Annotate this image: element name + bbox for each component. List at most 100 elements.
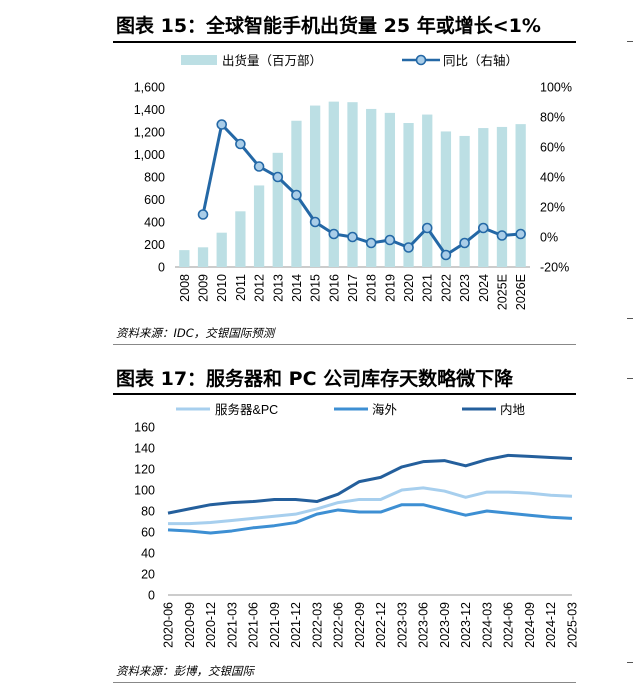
chart2-y-tick-label: 80 [141,505,155,519]
chart1-yoy-point [365,237,377,249]
chart1-bar [515,124,526,267]
chart2-x-tick-label: 2022-09 [353,602,367,648]
chart1-x-tick-label: 2024 [477,274,491,302]
chart2-series-line [167,503,573,535]
chart1-title: 图表 15：全球智能手机出货量 25 年或增长<1% [116,15,541,37]
chart1-right-tick-label: 40% [540,171,565,185]
chart1-left-tick-label: 1,200 [134,126,165,140]
chart2-x-tick-label: 2020-12 [204,602,218,648]
chart1-yoy-point [496,230,508,241]
chart1-bar [309,105,321,267]
chart2-series-line [167,453,573,515]
chart1-bar [347,102,358,267]
chart1-source: 资料来源：IDC，交银国际预测 [116,326,275,340]
chart2-plot: 服务器&PC 海外 内地 0 20 40 60 80 100 120 140 160 2020-… [134,402,579,648]
chart1-right-tick-label: 60% [540,141,565,155]
chart1-yoy-point [515,228,526,240]
chart1-x-tick-label: 2011 [234,274,248,301]
chart2-title: 图表 17：服务器和 PC 公司库存天数略微下降 [116,368,514,390]
chart1-right-tick-label: 0% [540,231,558,245]
chart2-x-tick-label: 2021-06 [247,602,261,648]
chart1-left-tick-label: 800 [144,171,165,185]
chart2-series-line [168,486,573,526]
chart1-bar [440,131,452,267]
chart1-yoy-point [197,209,209,220]
chart1-x-tick-label: 2008 [178,274,192,302]
chart2-x-tick-label: 2023-03 [395,602,409,648]
legend2-series2-label: 海外 [372,402,398,417]
chart1-source-rule [113,344,576,345]
chart2-y-tick-label: 140 [134,442,155,456]
chart1-plot: 出货量（百万部） 同比（右轴） 0 200 400 600 800 1,000 1,200 1… [134,53,572,310]
legend1-line-marker [415,54,427,66]
chart2-x-tick-label: 2021-09 [268,602,282,648]
chart1-x-tick-label: 2010 [215,274,229,302]
chart1-x-tick-label: 2014 [290,274,304,302]
page-edge-mark [627,318,633,319]
legend2-series3-label: 内地 [500,403,526,417]
chart1-left-tick-label: 400 [144,216,165,230]
chart2-source: 资料来源：彭博，交银国际 [116,664,254,678]
chart1-right-tick-label: 100% [540,81,572,95]
chart1-yoy-point [459,237,470,249]
chart1-left-tick-label: 1,400 [134,103,165,117]
chart1-title-rule [113,41,576,43]
chart1-yoy-point [216,119,228,130]
legend1-bar-label: 出货量（百万部） [222,53,322,68]
chart1-x-tick-label: 2015 [309,274,323,302]
chart2-x-tick-label: 2020-06 [162,602,176,648]
chart2-y-tick-label: 20 [141,568,155,582]
chart2-y-tick-label: 100 [134,484,155,498]
legend1-bar-swatch [181,55,217,65]
chart1-yoy-point [403,242,414,253]
chart2-x-tick-label: 2022-12 [374,602,388,648]
chart2-x-tick-label: 2024-06 [502,602,516,648]
chart1-bar [384,112,396,267]
chart2-x-tick-label: 2020-09 [183,602,197,648]
chart1-bar [179,250,190,267]
chart1-x-tick-label: 2023 [458,274,472,302]
chart1-bar [366,108,377,267]
chart2-y-tick-label: 60 [141,526,155,540]
chart2-x-tick-label: 2024-09 [523,602,537,648]
chart2-x-tick-label: 2022-03 [310,602,324,648]
chart1-yoy-point [477,222,489,234]
chart2-x-tick-label: 2022-06 [332,602,346,648]
chart1-yoy-point [347,231,358,243]
chart1-bar [272,152,283,267]
chart1-left-tick-label: 200 [144,238,165,252]
page-edge-mark [627,662,633,663]
chart1-bar [253,185,265,267]
chart1-yoy-point [235,138,246,150]
chart2-x-tick-label: 2024-12 [544,602,558,648]
chart2-title-rule [113,393,576,395]
chart1-x-tick-label: 2021 [421,274,435,302]
chart1-yoy-point [440,249,452,261]
chart2-y-tick-label: 160 [134,421,155,435]
chart1-right-tick-label: -20% [540,261,569,275]
chart1-x-tick-label: 2018 [365,274,379,302]
legend2-series1-label: 服务器&PC [215,402,278,417]
chart1-left-tick-label: 1,600 [134,81,165,95]
chart1-x-tick-label: 2026E [514,274,528,310]
chart2-x-tick-label: 2021-12 [289,602,303,648]
chart1-yoy-point [384,234,396,246]
chart1-x-tick-label: 2025E [495,274,509,310]
chart1-x-tick-label: 2016 [327,274,341,302]
chart1-bar [235,211,246,267]
chart1-yoy-point [309,216,321,228]
chart2-x-tick-label: 2023-06 [417,602,431,648]
chart1-x-tick-label: 2009 [197,274,211,302]
chart1-yoy-point [421,222,433,234]
chart2-x-tick-label: 2024-03 [480,602,494,648]
chart1-bar [328,101,339,267]
chart1-left-tick-label: 0 [158,261,165,275]
chart2-y-tick-label: 0 [148,589,155,603]
chart1-left-tick-label: 600 [144,193,165,207]
chart2-x-tick-label: 2021-03 [225,602,239,648]
page-edge-mark [627,378,633,379]
chart1-yoy-point [253,161,265,172]
chart1-x-tick-label: 2019 [383,274,397,302]
chart1-yoy-point [291,189,302,201]
chart1-yoy-point [272,171,284,183]
